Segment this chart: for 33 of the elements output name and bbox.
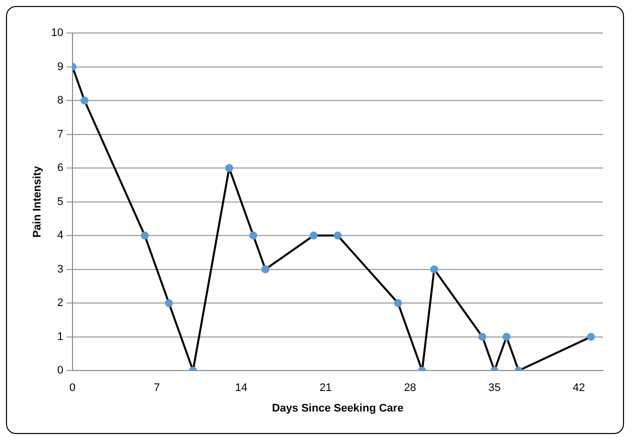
- point: [225, 164, 234, 172]
- x-tick-label: 7: [154, 382, 160, 394]
- y-tick-label: 8: [57, 94, 64, 107]
- y-tick-label: 9: [57, 60, 64, 73]
- x-tick-label: 21: [320, 382, 332, 394]
- x-tick-label: 0: [69, 382, 76, 394]
- y-axis-title: Pain Intensity: [32, 165, 44, 238]
- point: [80, 96, 88, 105]
- y-tick-label: 5: [57, 196, 64, 208]
- point: [430, 265, 438, 274]
- point: [261, 265, 270, 274]
- y-tick-label: 2: [57, 297, 64, 310]
- x-tick-label: 35: [488, 382, 501, 394]
- point: [478, 332, 486, 341]
- point: [164, 299, 173, 308]
- y-tick-label: 0: [57, 364, 64, 377]
- point: [394, 299, 402, 308]
- point: [249, 232, 258, 240]
- y-tick-label: 7: [57, 128, 64, 140]
- point: [334, 232, 342, 240]
- x-tick-label: 42: [572, 382, 586, 394]
- point: [502, 332, 511, 341]
- y-tick-label: 10: [51, 27, 64, 40]
- point: [586, 332, 595, 341]
- x-tick-label: 28: [404, 382, 416, 394]
- point: [310, 232, 318, 240]
- y-tick-label: 3: [57, 263, 64, 276]
- y-tick-label: 4: [57, 230, 64, 242]
- point: [140, 232, 149, 240]
- x-axis-title: Days Since Seeking Care: [272, 402, 404, 414]
- x-tick-label: 14: [235, 382, 248, 394]
- y-tick-label: 6: [57, 162, 64, 174]
- y-tick-label: 1: [57, 330, 64, 343]
